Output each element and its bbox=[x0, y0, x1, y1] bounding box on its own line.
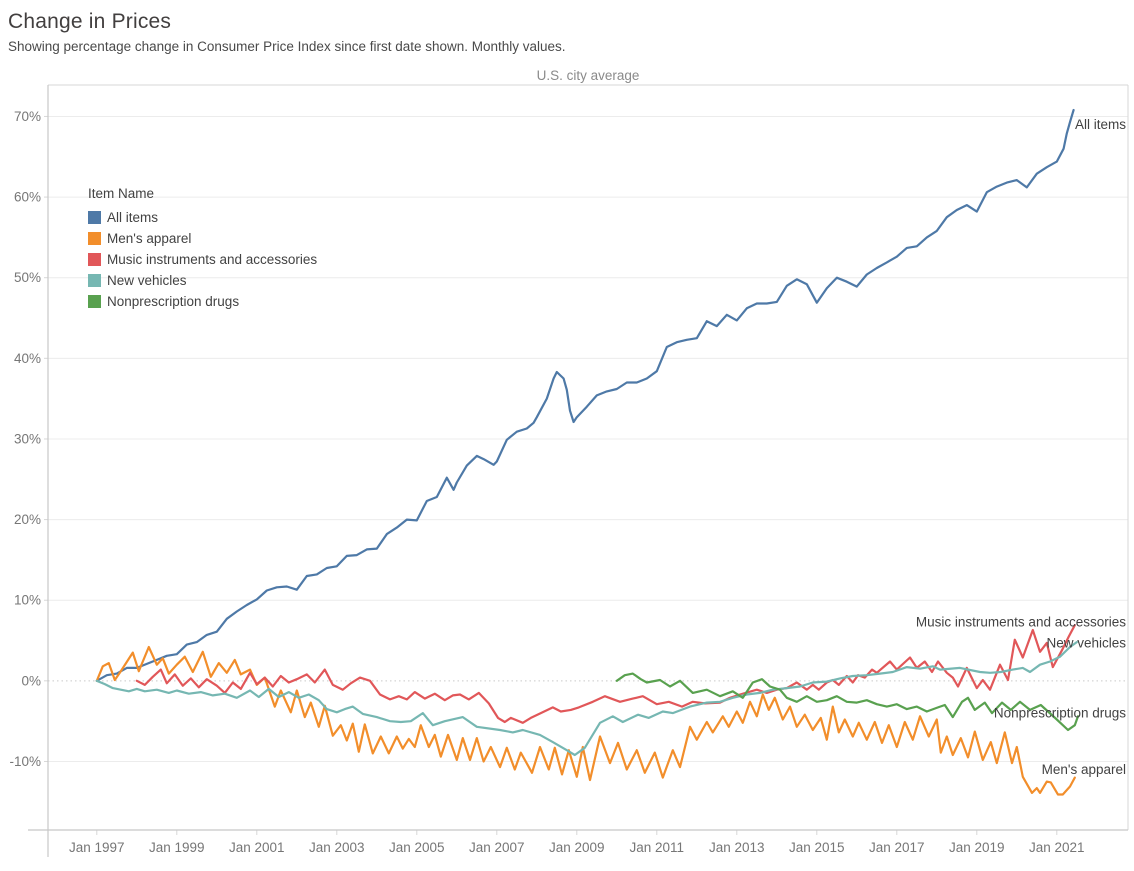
end-label-music-instruments-and-accessories: Music instruments and accessories bbox=[916, 614, 1126, 629]
legend-label: New vehicles bbox=[107, 273, 187, 288]
legend-label: Music instruments and accessories bbox=[107, 252, 318, 267]
legend-title: Item Name bbox=[88, 186, 155, 201]
x-tick-label: Jan 2019 bbox=[949, 840, 1005, 855]
y-tick-label: 40% bbox=[14, 351, 41, 366]
legend: Item Name All items Men's apparel Music … bbox=[88, 186, 317, 312]
legend-label: Nonprescription drugs bbox=[107, 294, 240, 309]
legend-swatch-new-vehicles bbox=[88, 274, 101, 287]
series-line-men-s-apparel[interactable] bbox=[95, 645, 1076, 796]
axes: -10% 0% 10% 20% 30% 40% 50% 60% 70% Jan 1997 Jan 1… bbox=[9, 84, 1129, 857]
x-tick-label: Jan 2013 bbox=[709, 840, 765, 855]
x-tick-label: Jan 2001 bbox=[229, 840, 285, 855]
series-line-music-instruments-and-accessories[interactable] bbox=[135, 624, 1076, 724]
y-tick-label: 60% bbox=[14, 190, 41, 205]
series-line-all-items[interactable] bbox=[95, 108, 1075, 682]
legend-swatch-mens-apparel bbox=[88, 232, 101, 245]
legend-item-music-instruments[interactable]: Music instruments and accessories bbox=[88, 249, 317, 270]
pane-title: U.S. city average bbox=[537, 68, 640, 83]
series-line-new-vehicles[interactable] bbox=[95, 640, 1078, 757]
y-tick-label: 20% bbox=[14, 512, 41, 527]
legend-item-all-items[interactable]: All items bbox=[88, 207, 317, 228]
y-tick-label: 30% bbox=[14, 431, 41, 446]
end-label-all-items: All items bbox=[1075, 117, 1126, 132]
x-tick-label: Jan 2017 bbox=[869, 840, 925, 855]
x-tick-label: Jan 2005 bbox=[389, 840, 445, 855]
legend-label: All items bbox=[107, 210, 159, 225]
legend-item-nonprescription-drugs[interactable]: Nonprescription drugs bbox=[88, 291, 317, 312]
end-label-men-s-apparel: Men's apparel bbox=[1042, 762, 1126, 777]
x-tick-label: Jan 2003 bbox=[309, 840, 365, 855]
legend-label: Men's apparel bbox=[107, 231, 192, 246]
x-tick-label: Jan 2009 bbox=[549, 840, 605, 855]
end-label-nonprescription-drugs: Nonprescription drugs bbox=[994, 706, 1126, 721]
legend-item-new-vehicles[interactable]: New vehicles bbox=[88, 270, 317, 291]
legend-swatch-nonprescription-drugs bbox=[88, 295, 101, 308]
end-label-new-vehicles: New vehicles bbox=[1046, 635, 1126, 650]
x-tick-label: Jan 2015 bbox=[789, 840, 845, 855]
chart-header: Change in Prices Showing percentage chan… bbox=[8, 10, 566, 54]
chart-title: Change in Prices bbox=[8, 10, 172, 33]
series-line-nonprescription-drugs[interactable] bbox=[615, 672, 1080, 732]
x-tick-label: Jan 2007 bbox=[469, 840, 525, 855]
legend-item-mens-apparel[interactable]: Men's apparel bbox=[88, 228, 317, 249]
x-tick-label: Jan 1997 bbox=[69, 840, 125, 855]
legend-swatch-music-instruments bbox=[88, 253, 101, 266]
legend-swatch-all-items bbox=[88, 211, 101, 224]
y-tick-label: 0% bbox=[21, 673, 41, 688]
gridlines bbox=[48, 115, 1128, 762]
x-tick-label: Jan 2011 bbox=[630, 840, 685, 855]
x-tick-label: Jan 2021 bbox=[1029, 840, 1085, 855]
y-tick-label: 70% bbox=[14, 109, 41, 124]
y-tick-label: 50% bbox=[14, 270, 41, 285]
y-tick-label: -10% bbox=[9, 754, 41, 769]
y-tick-label: 10% bbox=[14, 593, 41, 608]
series-lines bbox=[95, 108, 1080, 796]
chart-subtitle: Showing percentage change in Consumer Pr… bbox=[8, 39, 566, 54]
x-tick-label: Jan 1999 bbox=[149, 840, 205, 855]
series-end-labels: All items Music instruments and accessori… bbox=[916, 117, 1126, 777]
